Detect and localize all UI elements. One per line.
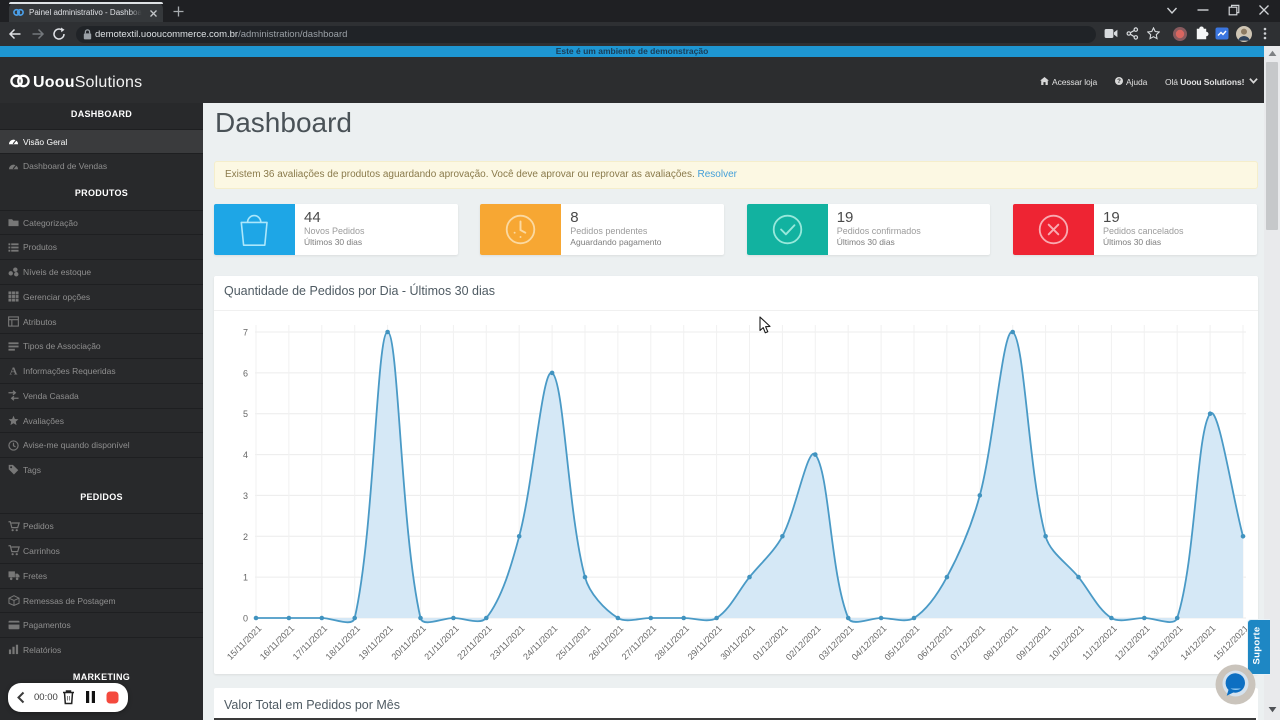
svg-text:2: 2: [243, 532, 248, 542]
svg-text:?: ?: [1117, 78, 1121, 85]
svg-text:7: 7: [243, 328, 248, 338]
svg-text:0: 0: [243, 614, 248, 624]
svg-text:19/11/2021: 19/11/2021: [357, 623, 395, 661]
svg-text:16/11/2021: 16/11/2021: [258, 623, 296, 661]
svg-text:5: 5: [243, 409, 248, 419]
svg-text:24/11/2021: 24/11/2021: [521, 623, 559, 661]
svg-text:22/11/2021: 22/11/2021: [455, 623, 493, 661]
svg-text:A: A: [10, 366, 18, 376]
svg-text:28/11/2021: 28/11/2021: [653, 623, 691, 661]
svg-text:6: 6: [243, 368, 248, 378]
svg-text:17/11/2021: 17/11/2021: [291, 623, 329, 661]
svg-text:25/11/2021: 25/11/2021: [554, 623, 592, 661]
svg-text:21/11/2021: 21/11/2021: [422, 623, 460, 661]
svg-text:23/11/2021: 23/11/2021: [488, 623, 526, 661]
svg-text:29/11/2021: 29/11/2021: [686, 623, 724, 661]
svg-text:II: II: [67, 697, 71, 703]
svg-text:20/11/2021: 20/11/2021: [389, 623, 427, 661]
svg-text:1: 1: [243, 573, 248, 583]
svg-text:4: 4: [243, 450, 248, 460]
svg-text:3: 3: [243, 491, 248, 501]
svg-text:18/11/2021: 18/11/2021: [324, 623, 362, 661]
svg-text:15/12/2021: 15/12/2021: [1211, 623, 1250, 662]
svg-text:27/11/2021: 27/11/2021: [620, 623, 658, 661]
svg-text:26/11/2021: 26/11/2021: [587, 623, 625, 661]
svg-text:10/12/2021: 10/12/2021: [1047, 623, 1086, 662]
svg-text:15/11/2021: 15/11/2021: [225, 623, 263, 661]
